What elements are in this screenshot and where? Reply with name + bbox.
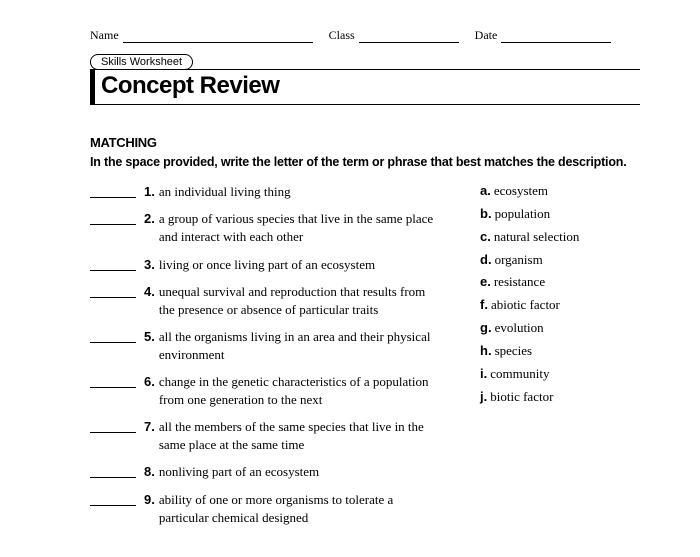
answer-blank[interactable]: [90, 211, 136, 225]
answer-letter: b.: [480, 206, 492, 221]
instruction-text: In the space provided, write the letter …: [90, 154, 640, 171]
answer-blank[interactable]: [90, 374, 136, 388]
answer-text: biotic factor: [490, 389, 553, 404]
answer-option: f.abiotic factor: [480, 297, 640, 314]
title-block: Concept Review: [90, 69, 640, 105]
question-text: change in the genetic characteristics of…: [159, 373, 462, 408]
question-item: 7.all the members of the same species th…: [90, 418, 462, 453]
section-heading: MATCHING: [90, 135, 640, 150]
answer-blank[interactable]: [90, 419, 136, 433]
answer-letter: g.: [480, 320, 492, 335]
question-number: 8.: [144, 463, 155, 481]
answer-option: c.natural selection: [480, 229, 640, 246]
question-number: 1.: [144, 183, 155, 201]
question-text: an individual living thing: [159, 183, 462, 201]
answer-text: population: [495, 206, 551, 221]
question-number: 4.: [144, 283, 155, 301]
question-item: 4.unequal survival and reproduction that…: [90, 283, 462, 318]
answer-blank[interactable]: [90, 464, 136, 478]
answer-option: j.biotic factor: [480, 389, 640, 406]
question-item: 5.all the organisms living in an area an…: [90, 328, 462, 363]
answer-text: evolution: [495, 320, 544, 335]
question-text: unequal survival and reproduction that r…: [159, 283, 462, 318]
question-text: living or once living part of an ecosyst…: [159, 256, 462, 274]
date-label: Date: [475, 28, 498, 43]
name-input-line[interactable]: [123, 29, 313, 43]
answer-blank[interactable]: [90, 284, 136, 298]
question-number: 9.: [144, 491, 155, 509]
answer-option: g.evolution: [480, 320, 640, 337]
answer-blank[interactable]: [90, 492, 136, 506]
answer-blank[interactable]: [90, 329, 136, 343]
answer-text: natural selection: [494, 229, 580, 244]
header-fields: Name Class Date: [90, 28, 640, 53]
answer-letter: c.: [480, 229, 491, 244]
question-number: 7.: [144, 418, 155, 436]
answer-letter: f.: [480, 297, 488, 312]
question-item: 9.ability of one or more organisms to to…: [90, 491, 462, 526]
answer-option: h.species: [480, 343, 640, 360]
answer-list: a.ecosystemb.populationc.natural selecti…: [480, 183, 640, 412]
question-text: all the organisms living in an area and …: [159, 328, 462, 363]
answer-blank[interactable]: [90, 257, 136, 271]
answer-text: resistance: [494, 274, 545, 289]
question-text: ability of one or more organisms to tole…: [159, 491, 462, 526]
answer-option: d.organism: [480, 252, 640, 269]
answer-text: abiotic factor: [491, 297, 560, 312]
question-text: a group of various species that live in …: [159, 210, 462, 245]
answer-letter: a.: [480, 183, 491, 198]
date-input-line[interactable]: [501, 29, 611, 43]
answer-option: b.population: [480, 206, 640, 223]
answer-letter: d.: [480, 252, 492, 267]
answer-text: species: [495, 343, 533, 358]
class-label: Class: [329, 28, 355, 43]
name-label: Name: [90, 28, 119, 43]
answer-text: organism: [495, 252, 543, 267]
question-item: 2.a group of various species that live i…: [90, 210, 462, 245]
question-number: 5.: [144, 328, 155, 346]
answer-option: e.resistance: [480, 274, 640, 291]
answer-option: i.community: [480, 366, 640, 383]
question-item: 6.change in the genetic characteristics …: [90, 373, 462, 408]
worksheet-tab: Skills Worksheet: [90, 54, 193, 70]
answer-text: community: [490, 366, 549, 381]
question-item: 1.an individual living thing: [90, 183, 462, 201]
question-item: 3.living or once living part of an ecosy…: [90, 256, 462, 274]
question-number: 3.: [144, 256, 155, 274]
question-text: all the members of the same species that…: [159, 418, 462, 453]
question-item: 8.nonliving part of an ecosystem: [90, 463, 462, 481]
question-number: 2.: [144, 210, 155, 228]
answer-text: ecosystem: [494, 183, 548, 198]
class-input-line[interactable]: [359, 29, 459, 43]
page-title: Concept Review: [101, 72, 640, 100]
answer-letter: j.: [480, 389, 487, 404]
answer-option: a.ecosystem: [480, 183, 640, 200]
question-number: 6.: [144, 373, 155, 391]
answer-letter: i.: [480, 366, 487, 381]
answer-letter: h.: [480, 343, 492, 358]
answer-blank[interactable]: [90, 184, 136, 198]
question-text: nonliving part of an ecosystem: [159, 463, 462, 481]
question-list: 1.an individual living thing2.a group of…: [90, 183, 462, 536]
answer-letter: e.: [480, 274, 491, 289]
